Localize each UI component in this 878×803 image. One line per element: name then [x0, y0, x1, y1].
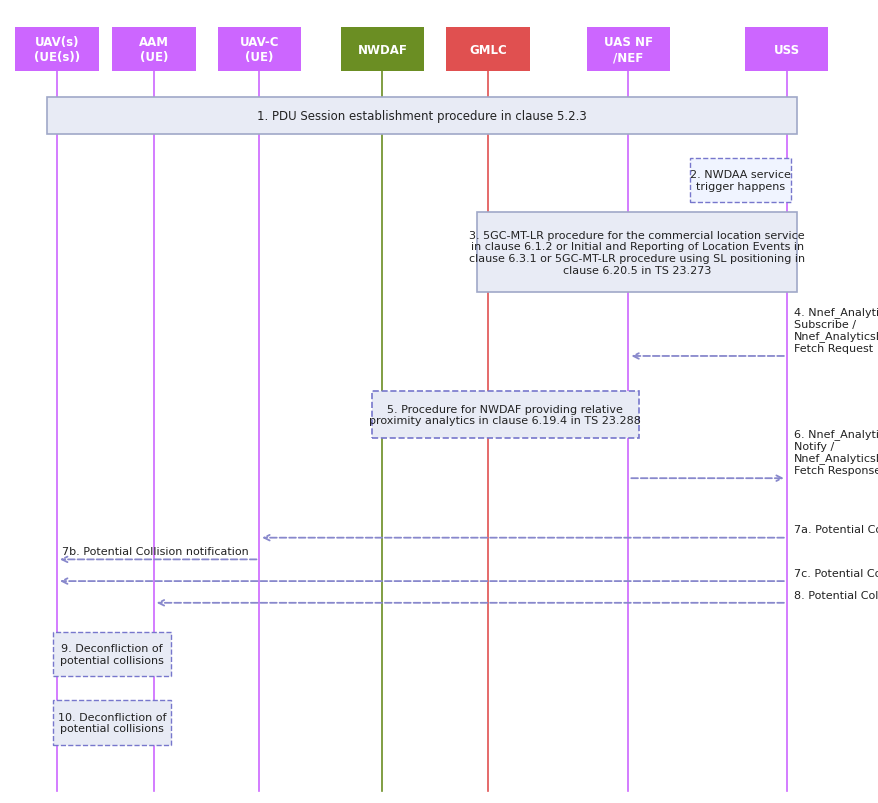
Text: 6. Nnef_AnalyticsExposure_
Notify /
Nnef_AnalyticsExposure_
Fetch Response: 6. Nnef_AnalyticsExposure_ Notify / Nnef… — [793, 429, 878, 475]
FancyBboxPatch shape — [218, 28, 300, 72]
Text: UAS NF
/NEF: UAS NF /NEF — [603, 36, 652, 64]
Text: USS: USS — [773, 43, 799, 57]
FancyBboxPatch shape — [47, 98, 796, 134]
Text: AAM
(UE): AAM (UE) — [139, 36, 169, 64]
FancyBboxPatch shape — [341, 28, 424, 72]
FancyBboxPatch shape — [53, 633, 171, 676]
Text: 5. Procedure for NWDAF providing relative
proximity analytics in clause 6.19.4 i: 5. Procedure for NWDAF providing relativ… — [369, 405, 641, 426]
Text: 9. Deconfliction of
potential collisions: 9. Deconfliction of potential collisions — [60, 644, 164, 665]
Text: GMLC: GMLC — [469, 43, 506, 57]
Text: 4. Nnef_AnalyticsExposure_
Subscribe /
Nnef_AnalyticsExposure_
Fetch Request: 4. Nnef_AnalyticsExposure_ Subscribe / N… — [793, 307, 878, 353]
Text: UAV-C
(UE): UAV-C (UE) — [240, 36, 278, 64]
FancyBboxPatch shape — [16, 28, 98, 72]
Text: 8. Potential Collision notification: 8. Potential Collision notification — [793, 590, 878, 600]
FancyBboxPatch shape — [112, 28, 195, 72]
FancyBboxPatch shape — [53, 700, 171, 745]
Text: 2. NWDAA service
trigger happens: 2. NWDAA service trigger happens — [689, 170, 790, 191]
Text: 7a. Potential Collision notification: 7a. Potential Collision notification — [793, 525, 878, 535]
Text: 1. PDU Session establishment procedure in clause 5.2.3: 1. PDU Session establishment procedure i… — [256, 110, 587, 123]
FancyBboxPatch shape — [371, 392, 638, 438]
Text: 7b. Potential Collision notification: 7b. Potential Collision notification — [61, 547, 248, 556]
Text: 10. Deconfliction of
potential collisions: 10. Deconfliction of potential collision… — [58, 712, 166, 733]
Text: UAV(s)
(UE(s)): UAV(s) (UE(s)) — [34, 36, 80, 64]
FancyBboxPatch shape — [587, 28, 669, 72]
FancyBboxPatch shape — [689, 158, 790, 202]
FancyBboxPatch shape — [477, 213, 796, 293]
Text: 7c. Potential Collision notification: 7c. Potential Collision notification — [793, 569, 878, 578]
Text: NWDAF: NWDAF — [357, 43, 407, 57]
FancyBboxPatch shape — [745, 28, 827, 72]
Text: 3. 5GC-MT-LR procedure for the commercial location service
in clause 6.1.2 or In: 3. 5GC-MT-LR procedure for the commercia… — [469, 230, 804, 275]
FancyBboxPatch shape — [446, 28, 529, 72]
